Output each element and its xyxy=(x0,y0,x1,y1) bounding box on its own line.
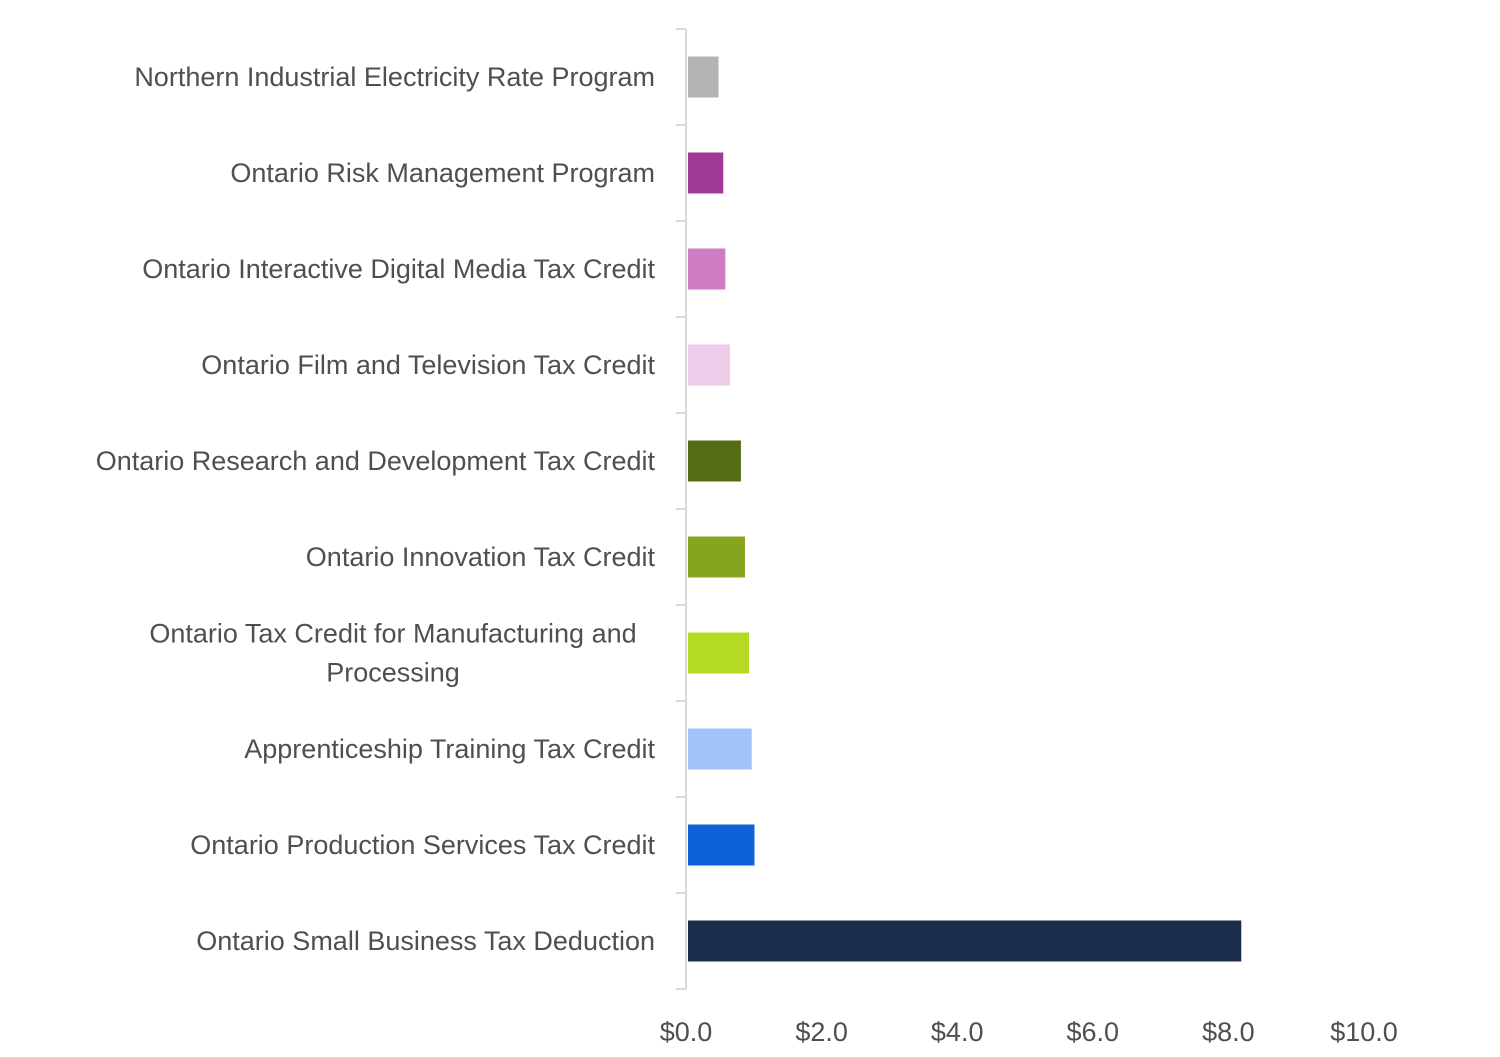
category-label-line: Ontario Small Business Tax Deduction xyxy=(196,926,655,956)
category-label: Ontario Small Business Tax Deduction xyxy=(196,926,655,956)
category-label: Ontario Research and Development Tax Cre… xyxy=(96,446,656,476)
x-tick-label: $0.0 xyxy=(660,1017,713,1047)
bar-7 xyxy=(688,632,750,674)
category-label-line: Ontario Film and Television Tax Credit xyxy=(201,350,655,380)
category-label-line: Ontario Tax Credit for Manufacturing and xyxy=(149,619,636,649)
bar-10 xyxy=(688,920,1242,962)
category-label-line: Ontario Risk Management Program xyxy=(230,158,655,188)
category-label: Apprenticeship Training Tax Credit xyxy=(244,734,655,764)
x-tick-label: $10.0 xyxy=(1330,1017,1398,1047)
category-label-line: Northern Industrial Electricity Rate Pro… xyxy=(134,62,655,92)
x-tick-labels: $0.0 $2.0 $4.0 $6.0 $8.0 $10.0 xyxy=(660,1017,1398,1047)
category-label: Ontario Production Services Tax Credit xyxy=(190,830,655,860)
bar-1 xyxy=(688,56,719,98)
bar-8 xyxy=(688,728,752,770)
bar-2 xyxy=(688,152,724,194)
category-label-line: Processing xyxy=(326,658,460,688)
x-tick-label: $8.0 xyxy=(1202,1017,1255,1047)
bar-5 xyxy=(688,440,741,482)
category-label-line: Ontario Interactive Digital Media Tax Cr… xyxy=(142,254,655,284)
category-label: Ontario Tax Credit for Manufacturing and… xyxy=(149,619,636,688)
bars xyxy=(688,56,1242,962)
x-tick-label: $2.0 xyxy=(795,1017,848,1047)
category-label-line: Ontario Innovation Tax Credit xyxy=(306,542,656,572)
x-tick-label: $6.0 xyxy=(1067,1017,1120,1047)
category-label: Ontario Risk Management Program xyxy=(230,158,655,188)
category-label: Ontario Interactive Digital Media Tax Cr… xyxy=(142,254,655,284)
category-label: Ontario Innovation Tax Credit xyxy=(306,542,656,572)
category-label-line: Apprenticeship Training Tax Credit xyxy=(244,734,655,764)
category-label-line: Ontario Production Services Tax Credit xyxy=(190,830,655,860)
bar-6 xyxy=(688,536,745,578)
bar-9 xyxy=(688,824,755,866)
category-labels: Northern Industrial Electricity Rate Pro… xyxy=(96,62,656,956)
category-label: Northern Industrial Electricity Rate Pro… xyxy=(134,62,655,92)
bar-4 xyxy=(688,344,731,386)
category-label-line: Ontario Research and Development Tax Cre… xyxy=(96,446,656,476)
category-label: Ontario Film and Television Tax Credit xyxy=(201,350,655,380)
axes xyxy=(676,28,687,990)
bar-3 xyxy=(688,248,726,290)
x-tick-label: $4.0 xyxy=(931,1017,984,1047)
